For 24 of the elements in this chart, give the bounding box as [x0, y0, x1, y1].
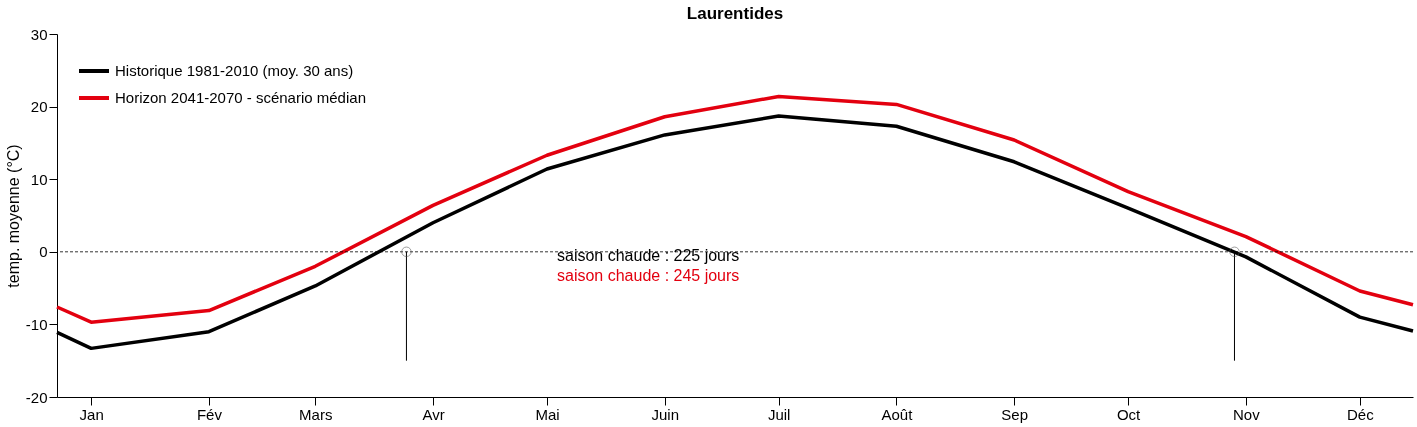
- annotation: saison chaude : 245 jours: [557, 267, 740, 284]
- x-tick-label: Nov: [1233, 405, 1261, 423]
- legend-label: Historique 1981-2010 (moy. 30 ans): [115, 62, 354, 79]
- x-tick-label: Fév: [196, 405, 223, 423]
- y-tick-label: 0: [39, 243, 48, 261]
- y-tick-label: 20: [30, 98, 48, 116]
- legend-label: Horizon 2041-2070 - scénario médian: [115, 89, 366, 106]
- x-tick-label: Mars: [299, 405, 333, 423]
- x-tick-label: Avr: [422, 405, 445, 423]
- y-tick-label: 10: [30, 170, 48, 188]
- y-axis-title: temp. moyenne (°C): [4, 144, 22, 288]
- x-tick-label: Mai: [535, 405, 560, 423]
- annotation: saison chaude : 225 jours: [557, 247, 740, 264]
- x-tick-label: Sep: [1001, 405, 1029, 423]
- x-tick-label: Juin: [651, 405, 679, 423]
- x-tick-label: Jan: [79, 405, 104, 423]
- y-tick-label: -20: [25, 388, 48, 406]
- x-tick-label: Juil: [767, 405, 791, 423]
- y-tick-label: 30: [30, 25, 48, 43]
- x-tick-label: Déc: [1346, 405, 1375, 423]
- x-tick-label: Août: [881, 405, 914, 423]
- y-tick-label: -10: [25, 315, 48, 333]
- x-tick-label: Oct: [1116, 405, 1142, 423]
- chart-title: Laurentides: [686, 4, 784, 23]
